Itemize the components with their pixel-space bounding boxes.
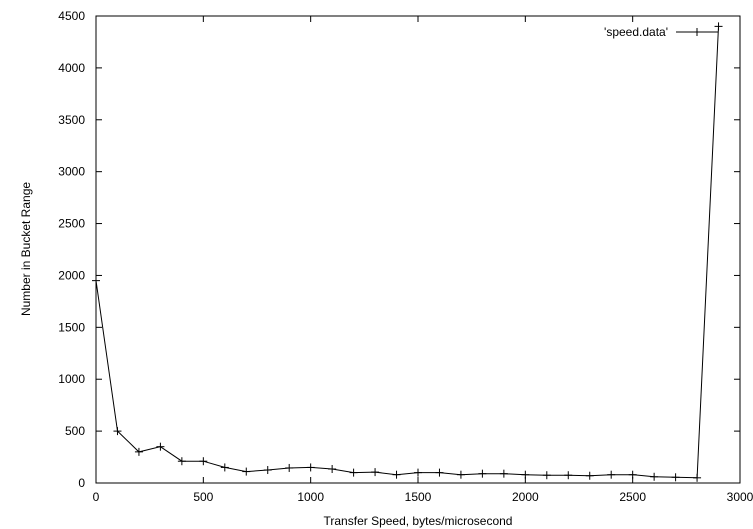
data-point xyxy=(456,470,465,479)
data-point xyxy=(349,468,358,477)
series-markers xyxy=(92,22,723,482)
data-point xyxy=(199,457,208,466)
data-point xyxy=(156,442,165,451)
data-point xyxy=(542,471,551,480)
x-axis-label: Transfer Speed, bytes/microsecond xyxy=(324,514,513,528)
data-point xyxy=(392,470,401,479)
y-tick-label: 3000 xyxy=(58,165,85,179)
data-point xyxy=(435,468,444,477)
axis-tick-labels: 0 500 1000 1500 2000 2500 3000 0 500 1000 1500 2000… xyxy=(58,9,753,504)
data-point xyxy=(671,473,680,482)
legend-label: 'speed.data' xyxy=(604,25,668,39)
x-tick-label: 2000 xyxy=(512,490,539,504)
data-point xyxy=(414,468,422,477)
legend: 'speed.data' xyxy=(604,25,718,39)
legend-marker xyxy=(693,28,701,36)
y-tick-label: 4000 xyxy=(58,61,85,75)
data-point xyxy=(306,463,315,472)
axis-ticks xyxy=(95,15,741,484)
data-point xyxy=(242,467,251,476)
data-point xyxy=(478,469,487,478)
data-point xyxy=(714,22,723,31)
x-tick-label: 500 xyxy=(193,490,213,504)
y-tick-label: 3500 xyxy=(58,113,85,127)
data-point xyxy=(628,470,637,479)
data-point xyxy=(499,469,508,478)
x-tick-label: 1500 xyxy=(405,490,432,504)
series-line xyxy=(95,26,719,479)
data-point xyxy=(220,463,229,472)
data-point xyxy=(177,457,186,466)
data-point xyxy=(650,472,659,481)
data-point xyxy=(564,471,573,480)
y-tick-label: 500 xyxy=(65,424,85,438)
x-tick-label: 2500 xyxy=(619,490,646,504)
data-point xyxy=(693,473,702,482)
data-point xyxy=(113,427,122,436)
data-point xyxy=(521,470,530,479)
plot-frame xyxy=(95,15,741,484)
y-tick-label: 1500 xyxy=(58,320,85,334)
data-point xyxy=(328,464,337,473)
data-point xyxy=(585,471,594,480)
y-tick-label: 4500 xyxy=(58,9,85,23)
x-tick-label: 0 xyxy=(93,490,100,504)
legend-swatch-marker xyxy=(693,28,701,36)
y-axis-label: Number in Bucket Range xyxy=(19,182,33,316)
y-tick-label: 2000 xyxy=(58,268,85,282)
data-point xyxy=(263,466,272,475)
data-point xyxy=(134,447,143,456)
data-point xyxy=(607,470,616,479)
data-point xyxy=(371,468,380,477)
x-tick-label: 3000 xyxy=(727,490,753,504)
x-tick-label: 1000 xyxy=(297,490,324,504)
data-point xyxy=(92,276,100,285)
data-point xyxy=(285,463,294,472)
y-tick-label: 0 xyxy=(78,476,85,490)
y-tick-label: 1000 xyxy=(58,372,85,386)
y-tick-label: 2500 xyxy=(58,217,85,231)
